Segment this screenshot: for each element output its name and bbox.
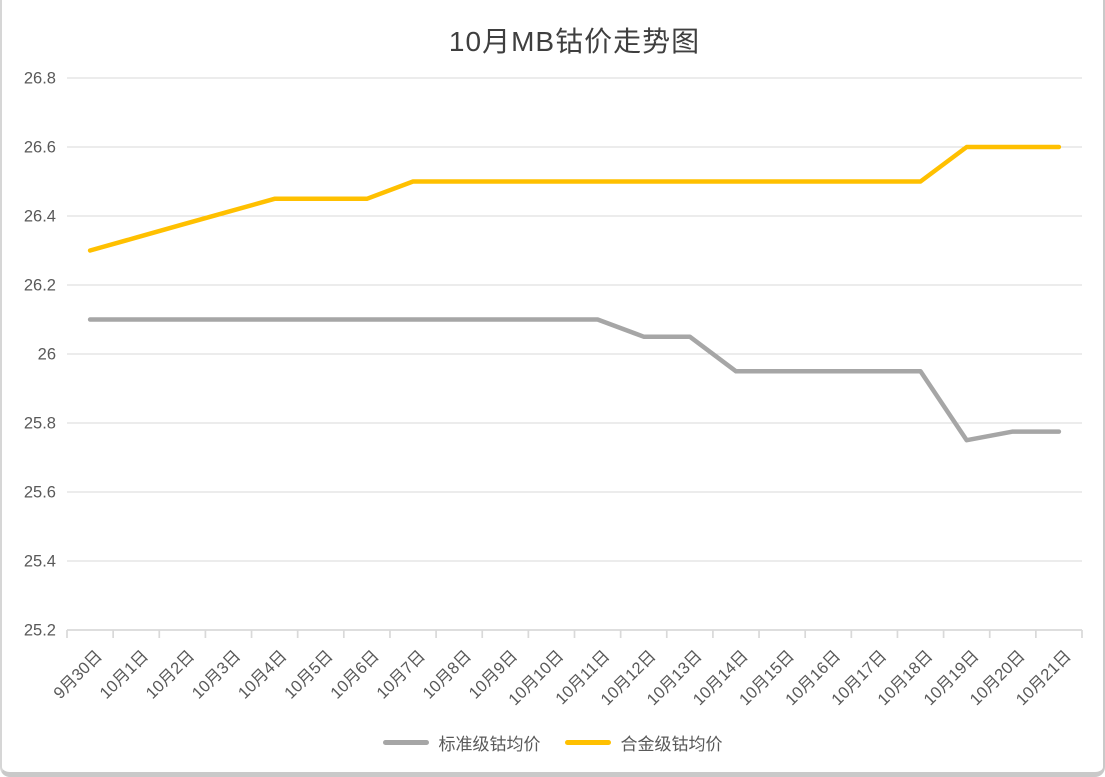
y-tick-label: 25.6 (24, 484, 56, 502)
x-tick-label: 10月2日 (143, 647, 199, 703)
x-tick-label: 10月8日 (419, 647, 475, 703)
chart-title: 10月MB钴价走势图 (448, 26, 701, 57)
y-tick-label: 26.6 (24, 139, 56, 157)
y-tick-label: 26 (38, 346, 56, 364)
x-tick-label: 10月3日 (189, 647, 245, 703)
x-tick-label: 10月7日 (373, 647, 429, 703)
series-line-alloy-cobalt (87, 144, 1062, 253)
y-tick-label: 26.2 (24, 277, 56, 295)
legend: 标准级钴均价 合金级钴均价 (2, 730, 1103, 755)
y-tick-label: 26.8 (24, 70, 56, 88)
y-tick-label: 26.4 (24, 208, 56, 226)
legend-label-standard: 标准级钴均价 (438, 735, 541, 754)
x-tick-label: 10月6日 (327, 647, 383, 703)
y-tick-label: 25.8 (24, 415, 56, 433)
series-line-standard-cobalt (87, 317, 1062, 443)
standard-line-swatch (382, 740, 429, 745)
x-tick-label: 9月30日 (50, 647, 106, 703)
legend-label-alloy: 合金级钴均价 (620, 735, 723, 754)
alloy-line-swatch (564, 740, 611, 745)
legend-item-alloy: 合金级钴均价 (564, 730, 723, 755)
line-chart-plot-area: 25.225.425.625.82626.226.426.626.89月30日1… (24, 70, 1083, 709)
x-tick-label: 10月1日 (97, 647, 153, 703)
x-tick-label: 10月4日 (235, 647, 291, 703)
x-tick-label: 10月5日 (281, 647, 337, 703)
y-tick-label: 25.4 (24, 553, 56, 571)
y-tick-label: 25.2 (24, 622, 56, 640)
legend-item-standard: 标准级钴均价 (382, 730, 541, 755)
